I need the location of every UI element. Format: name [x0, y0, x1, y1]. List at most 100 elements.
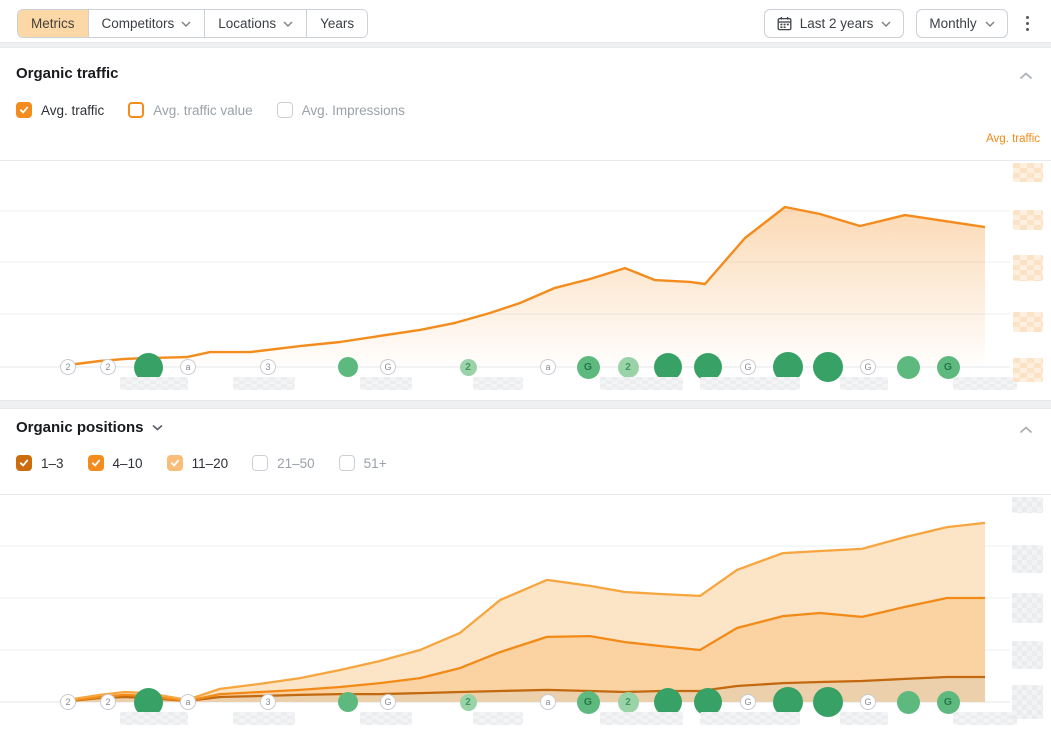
checkbox-label: Avg. Impressions	[301, 102, 405, 118]
timeline-marker[interactable]: G	[740, 359, 756, 375]
timeline-marker[interactable]: G	[936, 355, 960, 379]
date-range-button[interactable]: Last 2 years	[763, 9, 905, 38]
chevron-up-icon	[1019, 72, 1033, 80]
timeline-marker[interactable]: 2	[617, 691, 639, 713]
timeline-marker[interactable]: 2	[617, 356, 639, 378]
timeline-marker[interactable]	[694, 353, 722, 381]
organic-traffic-title: Organic traffic	[16, 65, 119, 82]
redacted-x-label	[120, 377, 188, 390]
chevron-down-icon	[181, 21, 191, 27]
y-axis-title: Avg. traffic	[986, 133, 1040, 145]
checkbox-avg-impressions[interactable]: Avg. Impressions	[276, 102, 405, 118]
checkbox-label: Avg. traffic value	[153, 102, 253, 118]
timeline-marker[interactable]: G	[936, 690, 960, 714]
timeline-marker[interactable]: 2	[459, 693, 477, 711]
view-tabs: Metrics Competitors Locations Years	[17, 9, 369, 38]
redacted-x-label	[840, 712, 888, 725]
checkbox-pos-51plus[interactable]: 51+	[338, 455, 387, 471]
checkbox-label: 21–50	[277, 455, 315, 471]
redacted-x-label	[473, 712, 523, 725]
organic-traffic-chart[interactable]	[0, 160, 1051, 370]
toolbar: Metrics Competitors Locations Years	[0, 0, 1051, 42]
checkbox-pos-21-50[interactable]: 21–50	[252, 455, 315, 471]
timeline-marker[interactable]: G	[380, 694, 396, 710]
timeline-marker[interactable]	[813, 352, 843, 382]
checkbox-box	[252, 455, 269, 471]
timeline-marker[interactable]: 2	[100, 694, 116, 710]
check-icon	[91, 459, 100, 467]
timeline-marker[interactable]: a	[540, 694, 556, 710]
chevron-down-icon	[881, 21, 891, 27]
checkbox-box	[166, 455, 183, 471]
tab-locations-label: Locations	[218, 16, 277, 31]
timeline-marker[interactable]: a	[180, 359, 196, 375]
calendar-icon	[777, 17, 792, 31]
redacted-y-label	[1012, 593, 1043, 623]
checkbox-pos-11-20[interactable]: 11–20	[166, 455, 229, 471]
timeline-marker[interactable]: G	[860, 694, 876, 710]
timeline-marker[interactable]: 3	[260, 359, 276, 375]
timeline-marker[interactable]	[896, 690, 920, 714]
timeline-marker[interactable]	[338, 692, 358, 712]
checkbox-box	[16, 102, 32, 118]
redacted-x-label	[600, 712, 683, 725]
collapse-section-button[interactable]	[1015, 418, 1037, 441]
checkbox-avg-traffic[interactable]: Avg. traffic	[16, 102, 104, 118]
timeline-marker[interactable]	[654, 353, 682, 381]
checkbox-label: Avg. traffic	[41, 102, 105, 118]
tab-competitors[interactable]: Competitors	[87, 10, 205, 37]
tab-locations[interactable]: Locations	[204, 10, 307, 37]
granularity-label: Monthly	[929, 16, 977, 31]
timeline-marker[interactable]: 2	[60, 359, 76, 375]
timeline-marker[interactable]: G	[860, 359, 876, 375]
checkbox-pos-4-10[interactable]: 4–10	[87, 455, 143, 471]
organic-positions-chart[interactable]	[0, 494, 1051, 705]
timeline-marker[interactable]: 2	[60, 694, 76, 710]
separator	[0, 400, 1051, 409]
timeline-marker[interactable]: G	[576, 355, 600, 379]
redacted-x-label	[360, 712, 412, 725]
granularity-button[interactable]: Monthly	[916, 9, 1008, 38]
timeline-marker[interactable]: a	[180, 694, 196, 710]
position-range-checkboxes: 1–3 4–10 11–20 21–50 51+	[16, 455, 387, 471]
timeline-marker[interactable]	[694, 688, 722, 716]
timeline-marker[interactable]	[813, 687, 843, 717]
redacted-x-label	[233, 377, 295, 390]
timeline-marker[interactable]: 2	[100, 359, 116, 375]
timeline-marker[interactable]	[338, 357, 358, 377]
chevron-up-icon	[1019, 426, 1033, 434]
toolbar-right: Last 2 years Monthly	[763, 9, 1035, 38]
separator	[0, 42, 1051, 48]
tab-metrics[interactable]: Metrics	[18, 10, 88, 37]
checkbox-pos-1-3[interactable]: 1–3	[16, 455, 64, 471]
organic-traffic-panel: Organic traffic Avg. traffic Avg. traffi…	[0, 48, 1051, 400]
checkbox-label: 11–20	[191, 455, 229, 471]
timeline-marker[interactable]: a	[540, 359, 556, 375]
kebab-menu-icon[interactable]	[1020, 10, 1035, 37]
timeline-marker[interactable]: G	[576, 690, 600, 714]
checkbox-label: 51+	[363, 455, 387, 471]
redacted-y-label	[1012, 545, 1043, 573]
checkbox-label: 1–3	[41, 455, 64, 471]
organic-positions-panel: Organic positions 1–3 4–10	[0, 409, 1051, 731]
redacted-y-label	[1013, 210, 1043, 230]
timeline-marker[interactable]: G	[380, 359, 396, 375]
checkbox-box	[87, 455, 104, 471]
traffic-metric-checkboxes: Avg. traffic Avg. traffic value Avg. Imp…	[16, 102, 405, 118]
timeline-marker[interactable]: 3	[260, 694, 276, 710]
tab-years-label: Years	[320, 16, 355, 31]
tab-years[interactable]: Years	[306, 10, 368, 37]
timeline-marker[interactable]: G	[740, 694, 756, 710]
checkbox-box	[128, 102, 145, 118]
timeline-marker[interactable]	[133, 687, 163, 717]
collapse-section-button[interactable]	[1015, 64, 1037, 87]
timeline-marker[interactable]	[654, 688, 682, 716]
redacted-x-label	[473, 377, 523, 390]
timeline-marker[interactable]: 2	[459, 358, 477, 376]
timeline-marker[interactable]	[133, 352, 163, 382]
checkbox-avg-traffic-value[interactable]: Avg. traffic value	[128, 102, 253, 118]
redacted-y-label	[1012, 641, 1043, 669]
timeline-marker[interactable]	[896, 355, 920, 379]
organic-positions-title[interactable]: Organic positions	[16, 419, 163, 436]
redacted-y-label	[1012, 497, 1043, 513]
